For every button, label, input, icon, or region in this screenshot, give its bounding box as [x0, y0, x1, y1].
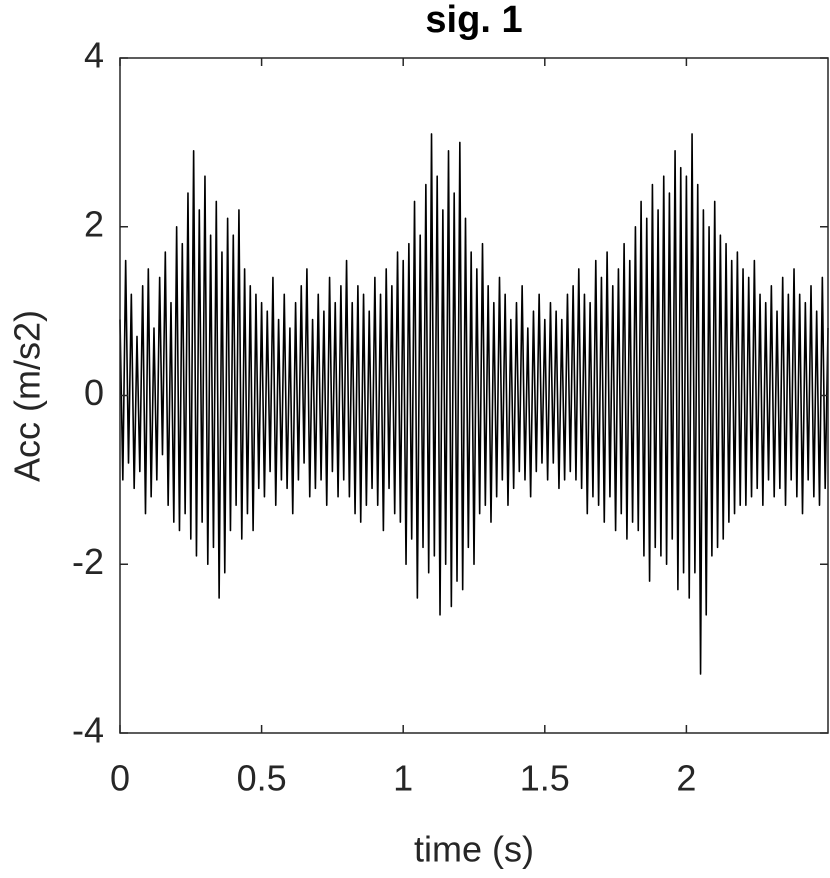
- x-tick-label: 0.5: [237, 758, 287, 799]
- y-tick-label: 4: [84, 35, 104, 76]
- y-tick-label: -2: [72, 541, 104, 582]
- x-axis-label: time (s): [414, 829, 534, 870]
- y-tick-label: 0: [84, 372, 104, 413]
- axes-box: [119, 57, 829, 734]
- y-tick-label: 2: [84, 203, 104, 244]
- chart-title: sig. 1: [425, 0, 522, 41]
- x-tick-label: 2: [676, 758, 696, 799]
- x-tick-label: 0: [110, 758, 130, 799]
- x-tick-label: 1: [393, 758, 413, 799]
- y-axis-label: Acc (m/s2): [7, 310, 48, 482]
- y-tick-label: -4: [72, 710, 104, 751]
- x-tick-label: 1.5: [520, 758, 570, 799]
- signal-line: [119, 133, 829, 675]
